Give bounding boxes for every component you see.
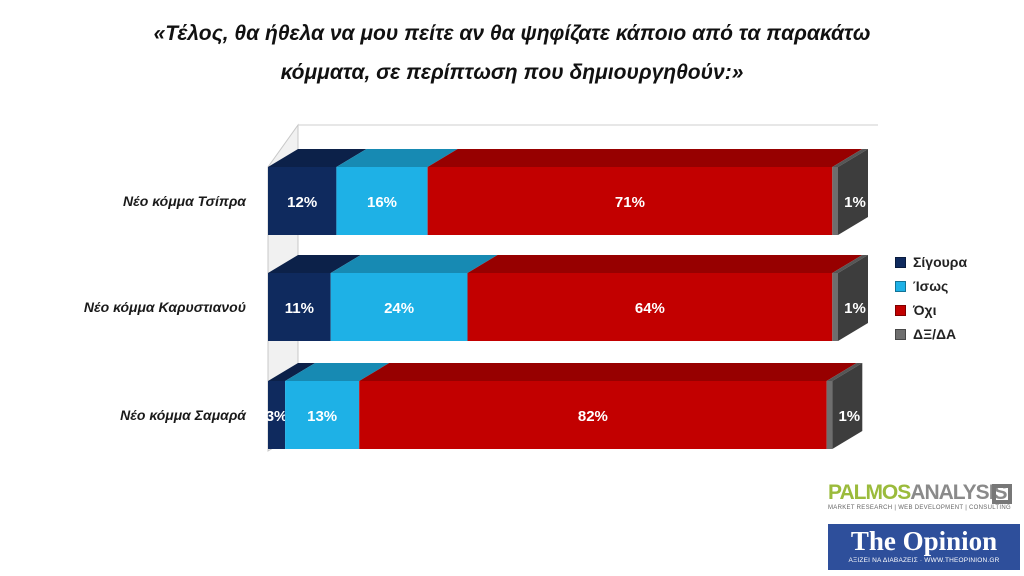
the-opinion-logo-subtitle: ΑΞΙΖΕΙ ΝΑ ΔΙΑΒΑΖΕΙΣ · WWW.THEOPINION.GR (848, 557, 1000, 564)
data-label-1-1: 12% (287, 194, 317, 211)
the-opinion-logo: The Opinion ΑΞΙΖΕΙ ΝΑ ΔΙΑΒΑΖΕΙΣ · WWW.TH… (828, 524, 1020, 570)
category-label-3: Νέο κόμμα Σαμαρά (120, 407, 247, 423)
data-label-2-4: 1% (844, 300, 866, 317)
the-opinion-logo-name: The Opinion (850, 526, 998, 556)
bar-3-4-top (826, 363, 863, 381)
data-label-1-4: 1% (844, 194, 866, 211)
bar-3-1-front (268, 381, 286, 449)
bar-1-1-top (268, 149, 367, 167)
bar-2-4-side (838, 255, 868, 341)
palmos-logo-word-2: ANALYSIS (910, 481, 1007, 504)
bar-3-1-top (268, 363, 316, 381)
chart-title: «Τέλος, θα ήθελα να μου πείτε αν θα ψηφί… (60, 14, 964, 92)
data-label-2-3: 64% (635, 300, 665, 317)
legend-label-4: ΔΞ/ΔΑ (913, 326, 957, 342)
chart-legend: Σίγουρα Ίσως Όχι ΔΞ/ΔΑ (895, 250, 967, 346)
data-label-2-2: 24% (384, 300, 414, 317)
bar-2-2-front (330, 273, 468, 341)
bar-2-4-top (832, 255, 868, 273)
bar-3-3-top (359, 363, 857, 381)
bar-3-3-front (359, 381, 827, 449)
bar-1-1-front (268, 167, 337, 235)
data-label-3-1: 3% (266, 408, 288, 425)
bar-1-4-front (832, 167, 838, 235)
bar-2-4-front (832, 273, 838, 341)
legend-swatch-3 (895, 304, 906, 316)
bar-2-1-top (268, 255, 361, 273)
bar-3-2-top (285, 363, 390, 381)
palmos-square-icon (992, 484, 1012, 504)
category-label-2: Νέο κόμμα Καρυστιανού (84, 299, 246, 315)
bar-2-2-top (330, 255, 498, 273)
palmos-analysis-logo: PALMOSANALYSIS MARKET RESEARCH | WEB DEV… (828, 482, 1020, 511)
category-label-1: Νέο κόμμα Τσίπρα (123, 193, 247, 209)
palmos-logo-text: PALMOSANALYSIS (828, 482, 1020, 504)
legend-label-1: Σίγουρα (913, 254, 968, 270)
legend-swatch-2 (895, 280, 906, 292)
legend-label-2: Ίσως (913, 278, 949, 294)
bar-2-3-front (467, 273, 833, 341)
chart-title-line-2: κόμματα, σε περίπτωση που δημιουργηθούν:… (280, 61, 744, 84)
bar-1-3-front (427, 167, 833, 235)
bar-2-1-front (268, 273, 331, 341)
bar-2-3-top (467, 255, 863, 273)
bar-1-4-side (838, 149, 868, 235)
palmos-logo-subtitle: MARKET RESEARCH | WEB DEVELOPMENT | CONS… (828, 505, 1011, 511)
legend-item-1: Σίγουρα (895, 250, 967, 274)
bar-1-2-front (336, 167, 428, 235)
data-label-3-3: 82% (578, 408, 608, 425)
data-label-3-4: 1% (838, 408, 860, 425)
legend-swatch-4 (895, 328, 906, 340)
bar-3-2-front (285, 381, 360, 449)
palmos-logo-word-1: PALMOS (828, 481, 911, 504)
bar-1-4-top (832, 149, 868, 167)
legend-swatch-1 (895, 256, 906, 268)
legend-item-3: Όχι (895, 298, 967, 322)
legend-label-3: Όχι (913, 302, 937, 318)
bar-3-4-side (832, 363, 863, 449)
data-label-1-2: 16% (367, 194, 397, 211)
chart-title-line-1: «Τέλος, θα ήθελα να μου πείτε αν θα ψηφί… (153, 22, 871, 45)
bar-1-2-top (336, 149, 458, 167)
bar-1-3-top (427, 149, 863, 167)
bar-3-4-front (826, 381, 833, 449)
legend-item-4: ΔΞ/ΔΑ (895, 322, 967, 346)
data-label-2-1: 11% (285, 300, 314, 317)
data-label-1-3: 71% (615, 194, 645, 211)
legend-item-2: Ίσως (895, 274, 967, 298)
data-label-3-2: 13% (307, 408, 337, 425)
